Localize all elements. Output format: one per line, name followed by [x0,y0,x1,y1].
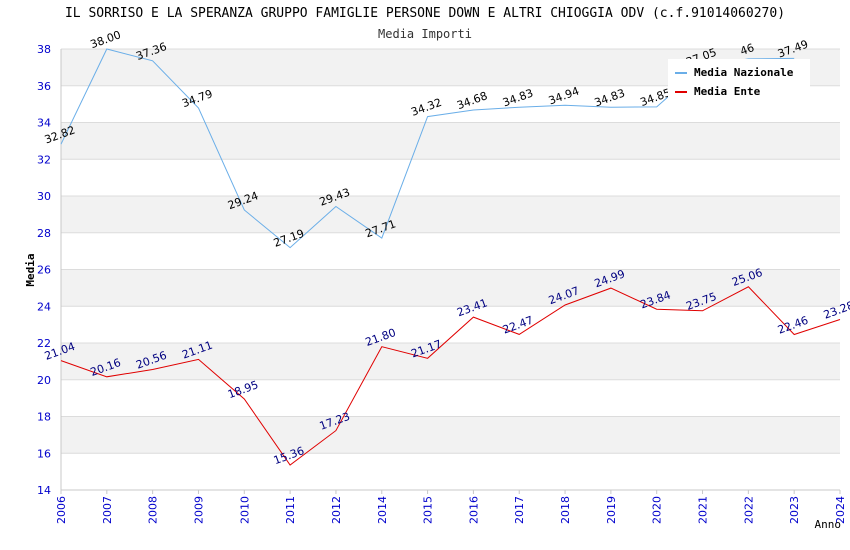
y-tick-label: 32 [37,153,51,166]
x-tick-label: 2021 [697,496,710,524]
y-tick-label: 34 [37,117,51,130]
y-tick-label: 18 [37,411,51,424]
y-tick-label: 28 [37,227,51,240]
y-tick-label: 22 [37,337,51,350]
legend-box [668,59,810,101]
x-tick-label: 2024 [834,496,847,524]
data-label: 34.94 [547,84,581,107]
data-label: 34.83 [501,86,535,109]
y-tick-label: 24 [37,300,51,313]
x-tick-label: 2018 [559,496,572,524]
y-tick-label: 38 [37,43,51,56]
grid-band [61,196,840,233]
y-tick-label: 16 [37,447,51,460]
y-tick-label: 30 [37,190,51,203]
x-axis-label: Anno [815,518,842,531]
data-label: 34.83 [593,86,627,109]
legend: Media Nazionale Media Ente [668,59,810,101]
grid-band [61,416,840,454]
legend-entry-0: Media Nazionale [694,66,794,79]
chart-subtitle: Media Importi [378,27,472,41]
data-label: 46 [738,41,756,58]
y-tick-label: 26 [37,264,51,277]
x-tick-label: 2009 [192,496,205,524]
x-tick-label: 2020 [651,496,664,524]
axes [60,49,841,494]
data-label: 22.47 [501,314,535,337]
y-tick-label: 14 [37,484,51,497]
series-lines [60,48,841,466]
y-tick-label: 20 [37,374,51,387]
grid-band [61,269,840,307]
data-label: 34.85 [638,86,672,109]
y-tick-labels: 14 16 18 20 22 24 26 28 30 32 34 36 38 [37,43,51,497]
x-tick-label: 2016 [467,496,480,524]
legend-entry-1: Media Ente [694,85,761,98]
x-tick-label: 2019 [605,496,618,524]
data-label: 38.00 [89,28,123,51]
x-tick-label: 2017 [513,496,526,524]
x-tick-labels: 2006 2007 2008 2009 2010 2011 2012 2014 2015 2016… [55,496,847,524]
grid-band [61,122,840,160]
x-tick-label: 2008 [147,496,160,524]
x-tick-label: 2022 [742,496,755,524]
x-tick-label: 2012 [330,496,343,524]
grid-band [61,343,840,380]
x-tick-label: 2023 [788,496,801,524]
x-tick-label: 2015 [422,496,435,524]
y-tick-label: 36 [37,80,51,93]
grid-bands [61,49,840,454]
x-tick-label: 2010 [238,496,251,524]
chart-title: IL SORRISO E LA SPERANZA GRUPPO FAMIGLIE… [64,6,786,21]
x-tick-label: 2007 [101,496,114,524]
data-label: 34.68 [455,89,489,112]
series-line-1 [60,286,841,466]
x-tick-label: 2011 [284,496,297,524]
y-axis-label: Media [24,253,37,286]
x-tick-label: 2006 [55,496,68,524]
x-tick-label: 2014 [376,496,389,524]
